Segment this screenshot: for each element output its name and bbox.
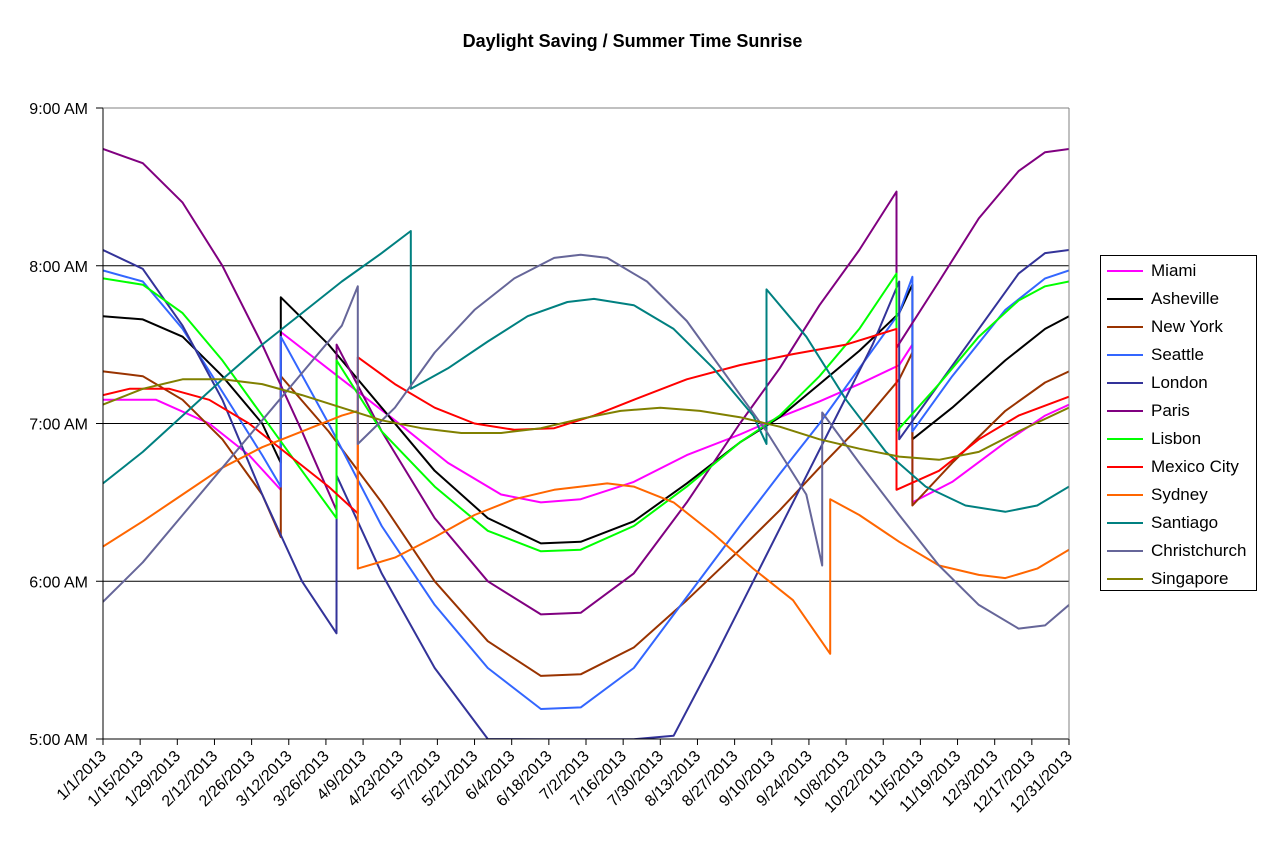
legend-label: Asheville [1151,289,1220,308]
legend-item-miami: Miami [1107,257,1196,285]
legend-swatch [1107,578,1143,580]
legend-label: Paris [1151,401,1190,420]
legend: Miami Asheville New York Seattle London Paris… [1100,255,1257,591]
legend-label: Sydney [1151,485,1208,504]
y-tick-label: 8:00 AM [29,259,88,276]
legend-label: London [1151,373,1208,392]
legend-item-mexico-city: Mexico City [1107,453,1239,481]
legend-item-paris: Paris [1107,397,1190,425]
legend-label: Singapore [1151,569,1229,588]
series-line-seattle [103,269,1069,710]
series-lines [103,148,1069,739]
legend-swatch [1107,550,1143,552]
legend-swatch [1107,270,1143,272]
y-tick-label: 6:00 AM [29,574,88,591]
series-line-london [103,249,1069,739]
legend-swatch [1107,494,1143,496]
legend-label: Santiago [1151,513,1219,532]
series-line-sydney [103,409,1069,655]
series-line-lisbon [103,272,1069,553]
legend-item-singapore: Singapore [1107,565,1229,593]
chart-title: Daylight Saving / Summer Time Sunrise [462,31,803,51]
legend-swatch [1107,410,1143,412]
legend-item-asheville: Asheville [1107,285,1219,313]
legend-label: Miami [1151,261,1197,280]
legend-item-new-york: New York [1107,313,1223,341]
legend-label: New York [1151,317,1223,336]
series-line-paris [103,148,1069,616]
legend-item-london: London [1107,369,1208,397]
legend-swatch [1107,466,1143,468]
legend-swatch [1107,326,1143,328]
legend-item-seattle: Seattle [1107,341,1204,369]
legend-item-santiago: Santiago [1107,509,1218,537]
y-axis-ticks: 9:00 AM 8:00 AM 7:00 AM 6:00 AM 5:00 AM [29,101,103,749]
legend-swatch [1107,298,1143,300]
legend-swatch [1107,382,1143,384]
legend-item-sydney: Sydney [1107,481,1208,509]
y-tick-label: 5:00 AM [29,732,88,749]
y-tick-label: 7:00 AM [29,417,88,434]
y-tick-label: 9:00 AM [29,101,88,118]
legend-label: Christchurch [1151,541,1247,560]
legend-item-christchurch: Christchurch [1107,537,1246,565]
legend-swatch [1107,522,1143,524]
series-line-christchurch [103,253,1069,630]
series-line-santiago [103,230,1069,513]
x-axis-ticks: 1/1/20131/15/20131/29/20132/12/20132/26/… [54,739,1076,816]
series-line-singapore [103,378,1069,461]
legend-label: Mexico City [1151,457,1239,476]
legend-label: Seattle [1151,345,1204,364]
legend-swatch [1107,438,1143,440]
legend-swatch [1107,354,1143,356]
legend-label: Lisbon [1151,429,1202,448]
legend-item-lisbon: Lisbon [1107,425,1201,453]
